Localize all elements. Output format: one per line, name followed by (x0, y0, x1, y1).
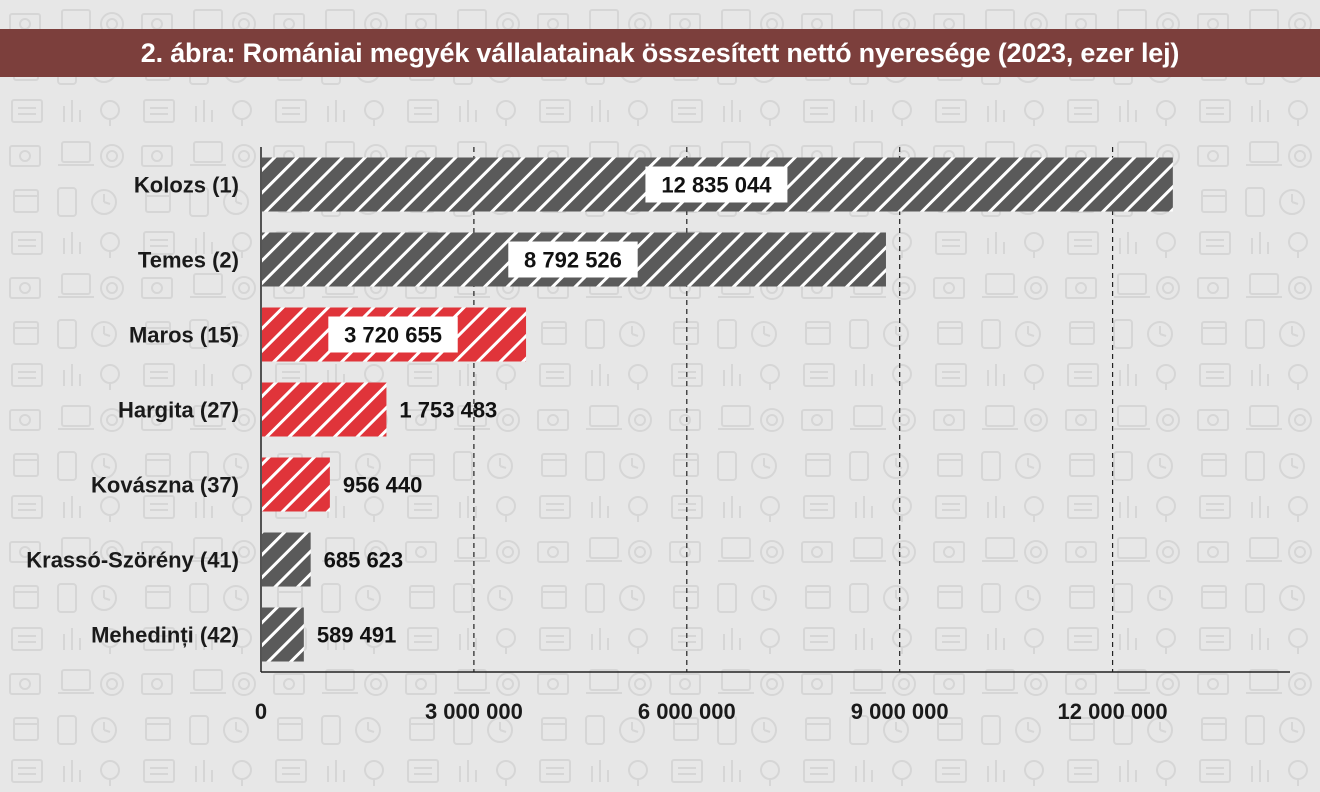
x-tick-label-2: 6 000 000 (638, 699, 736, 724)
category-label-4: Kovászna (37) (91, 473, 239, 498)
x-tick-label-1: 3 000 000 (425, 699, 523, 724)
value-label-5: 685 623 (324, 548, 404, 573)
bar-5 (262, 532, 311, 587)
value-label-3: 1 753 483 (399, 398, 497, 423)
x-tick-label-3: 9 000 000 (851, 699, 949, 724)
category-label-5: Krassó-Szörény (41) (26, 548, 239, 573)
grid-lines (473, 147, 1114, 672)
chart-title: 2. ábra: Romániai megyék vállalatainak ö… (0, 29, 1320, 77)
bar-3 (262, 382, 387, 437)
value-label-6: 589 491 (317, 623, 397, 648)
value-label-2: 3 720 655 (344, 323, 442, 348)
labels: 0 3 000 000 6 000 000 9 000 000 12 000 000 Ko… (26, 166, 1168, 724)
category-label-0: Kolozs (1) (134, 173, 239, 198)
value-label-4: 956 440 (343, 473, 423, 498)
bar-4 (262, 457, 330, 512)
value-label-box-2 (328, 316, 458, 353)
category-label-1: Temes (2) (138, 248, 239, 273)
bar-6 (262, 607, 304, 662)
category-label-3: Hargita (27) (118, 398, 239, 423)
value-label-box-0 (645, 166, 788, 203)
value-label-0: 12 835 044 (661, 173, 772, 198)
x-tick-label-0: 0 (255, 699, 267, 724)
category-label-2: Maros (15) (129, 323, 239, 348)
x-tick-label-4: 12 000 000 (1058, 699, 1168, 724)
value-label-1: 8 792 526 (524, 248, 622, 273)
category-label-6: Mehedinți (42) (91, 623, 239, 648)
axes (260, 147, 1290, 673)
value-label-box-1 (508, 241, 638, 278)
